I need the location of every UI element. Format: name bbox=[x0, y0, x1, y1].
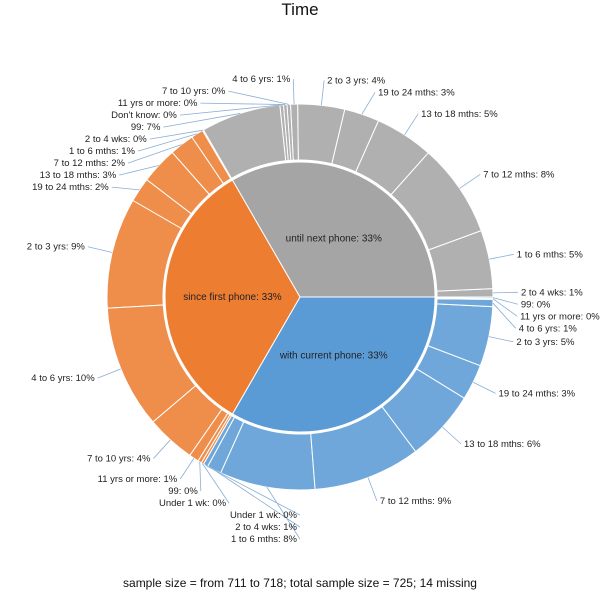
leader-line bbox=[213, 469, 301, 528]
leader-line bbox=[492, 302, 517, 329]
leader-line bbox=[119, 165, 159, 176]
outer-label-until-next-phone-19-to-24-mths: 19 to 24 mths: 3% bbox=[378, 87, 455, 98]
outer-slice-with-current-phone-13-to-18-mths bbox=[381, 368, 466, 453]
leader-line bbox=[111, 186, 140, 191]
outer-label-with-current-phone-13-to-18-mths: 13 to 18 mths: 6% bbox=[464, 439, 541, 450]
leader-line bbox=[404, 113, 419, 136]
outer-label-with-current-phone-2-to-4-wks: 2 to 4 wks: 1% bbox=[235, 522, 297, 533]
outer-slice-until-next-phone-2-to-3-yrs bbox=[297, 103, 346, 165]
outer-label-until-next-phone-1-to-6-mths: 1 to 6 mths: 5% bbox=[517, 249, 584, 260]
leader-line bbox=[292, 79, 295, 105]
outer-label-with-current-phone-99: 99: 0% bbox=[521, 299, 551, 310]
outer-label-since-first-phone-19-to-24-mths: 19 to 24 mths: 2% bbox=[32, 182, 109, 193]
leader-line bbox=[492, 291, 518, 294]
leader-line bbox=[489, 253, 514, 260]
outer-label-since-first-phone-1-to-6-mths: 1 to 6 mths: 1% bbox=[69, 146, 136, 157]
outer-slice-since-first-phone-4-to-6-yrs bbox=[106, 304, 197, 423]
leader-line bbox=[442, 426, 462, 445]
outer-label-with-current-phone-7-to-12-mths: 7 to 12 mths: 9% bbox=[380, 496, 452, 507]
leader-line bbox=[488, 336, 514, 343]
outer-label-since-first-phone-under-1-wk: Under 1 wk: 0% bbox=[159, 498, 227, 509]
outer-slice-since-first-phone-7-to-12-mths bbox=[171, 136, 224, 196]
outer-label-since-first-phone-4-to-6-yrs: 4 to 6 yrs: 10% bbox=[31, 373, 95, 384]
leader-line bbox=[153, 439, 171, 459]
leader-line bbox=[472, 381, 496, 394]
outer-label-since-first-phone-2-to-3-yrs: 2 to 3 yrs: 9% bbox=[27, 242, 86, 253]
leader-line bbox=[361, 92, 376, 115]
outer-label-with-current-phone-4-to-6-yrs: 4 to 6 yrs: 1% bbox=[519, 323, 578, 334]
outer-label-since-first-phone-7-to-12-mths: 7 to 12 mths: 2% bbox=[54, 158, 126, 169]
outer-label-until-next-phone-11-yrs-or-more: 11 yrs or more: 0% bbox=[118, 98, 198, 109]
outer-label-since-first-phone-99: 99: 0% bbox=[168, 486, 198, 497]
outer-label-until-next-phone-13-to-18-mths: 13 to 18 mths: 5% bbox=[421, 109, 498, 120]
outer-label-until-next-phone-99: 99: 7% bbox=[131, 122, 161, 133]
outer-label-until-next-phone-7-to-12-mths: 7 to 12 mths: 8% bbox=[483, 169, 555, 180]
inner-label-since-first-phone: since first phone: 33% bbox=[183, 292, 281, 303]
leader-line bbox=[179, 458, 195, 480]
outer-ring bbox=[106, 103, 494, 491]
outer-slice-since-first-phone-1-to-6-mths bbox=[191, 129, 232, 185]
leader-line bbox=[163, 113, 241, 128]
chart-title: Time bbox=[281, 0, 319, 19]
leader-line bbox=[87, 246, 113, 253]
outer-slice-until-next-phone-1-to-6-mths bbox=[427, 229, 494, 292]
outer-label-until-next-phone-2-to-4-wks: 2 to 4 wks: 1% bbox=[521, 287, 583, 298]
outer-slice-until-next-phone-99 bbox=[202, 104, 287, 180]
leader-line bbox=[228, 90, 289, 105]
outer-slice-with-current-phone-2-to-3-yrs bbox=[427, 303, 494, 367]
inner-slice-until-next-phone bbox=[231, 161, 436, 298]
outer-label-until-next-phone-don-t-know: Don't know: 0% bbox=[111, 110, 177, 121]
outer-slice-since-first-phone-7-to-10-yrs bbox=[152, 385, 223, 457]
outer-slice-with-current-phone-7-to-12-mths bbox=[310, 405, 417, 490]
outer-label-since-first-phone-11-yrs-or-more: 11 yrs or more: 1% bbox=[98, 474, 178, 485]
inner-slice-with-current-phone bbox=[231, 296, 436, 433]
inner-slice-since-first-phone bbox=[164, 179, 301, 415]
inner-ring bbox=[164, 161, 436, 433]
leader-line bbox=[149, 129, 204, 140]
leader-line bbox=[127, 144, 182, 164]
leader-line bbox=[202, 463, 230, 504]
outer-label-until-next-phone-7-to-10-yrs: 7 to 10 yrs: 0% bbox=[162, 86, 226, 97]
leader-line bbox=[179, 104, 282, 116]
outer-label-until-next-phone-4-to-6-yrs: 4 to 6 yrs: 1% bbox=[232, 74, 291, 85]
outer-label-since-first-phone-7-to-10-yrs: 7 to 10 yrs: 4% bbox=[87, 453, 151, 464]
outer-label-with-current-phone-11-yrs-or-more: 11 yrs or more: 0% bbox=[520, 311, 600, 322]
leader-line bbox=[97, 368, 122, 379]
outer-label-since-first-phone-2-to-4-wks: 2 to 4 wks: 0% bbox=[85, 134, 147, 145]
outer-slice-until-next-phone-7-to-12-mths bbox=[390, 152, 482, 251]
inner-labels: with current phone: 33% since first phone… bbox=[183, 234, 387, 362]
leader-line bbox=[459, 174, 481, 189]
outer-slice-until-next-phone-13-to-18-mths bbox=[355, 120, 429, 196]
leader-line bbox=[492, 298, 518, 317]
outer-slice-since-first-phone-13-to-18-mths bbox=[145, 151, 210, 215]
outer-slice-with-current-phone-1-to-6-mths bbox=[220, 421, 316, 491]
outer-label-until-next-phone-2-to-3-yrs: 2 to 3 yrs: 4% bbox=[327, 75, 386, 86]
leader-line bbox=[367, 477, 378, 502]
leader-line bbox=[137, 133, 198, 152]
leader-line bbox=[205, 464, 301, 516]
leader-line bbox=[492, 297, 518, 305]
inner-label-until-next-phone: until next phone: 33% bbox=[286, 234, 382, 245]
leader-line bbox=[320, 80, 325, 106]
leader-lines bbox=[87, 79, 518, 540]
leader-line bbox=[266, 486, 301, 540]
outer-slice-until-next-phone-19-to-24-mths bbox=[331, 108, 380, 173]
outer-slice-since-first-phone-11-yrs-or-more bbox=[189, 408, 229, 462]
outer-slice-since-first-phone-2-to-3-yrs bbox=[106, 199, 183, 309]
leader-line bbox=[199, 461, 202, 492]
outer-slice-with-current-phone-19-to-24-mths bbox=[415, 345, 482, 399]
inner-label-with-current-phone: with current phone: 33% bbox=[279, 350, 388, 361]
outer-slice-since-first-phone-19-to-24-mths bbox=[132, 179, 192, 230]
outer-labels: 2 to 3 yrs: 4%19 to 24 mths: 3%13 to 18 … bbox=[27, 74, 600, 545]
leader-line bbox=[200, 102, 286, 105]
outer-label-with-current-phone-under-1-wk: Under 1 wk: 0% bbox=[230, 510, 298, 521]
outer-label-since-first-phone-13-to-18-mths: 13 to 18 mths: 3% bbox=[40, 170, 117, 181]
outer-label-with-current-phone-1-to-6-mths: 1 to 6 mths: 8% bbox=[231, 534, 298, 545]
outer-label-with-current-phone-2-to-3-yrs: 2 to 3 yrs: 5% bbox=[516, 337, 575, 348]
outer-label-with-current-phone-19-to-24-mths: 19 to 24 mths: 3% bbox=[499, 388, 576, 399]
sample-size-caption: sample size = from 711 to 718; total sam… bbox=[123, 576, 477, 590]
